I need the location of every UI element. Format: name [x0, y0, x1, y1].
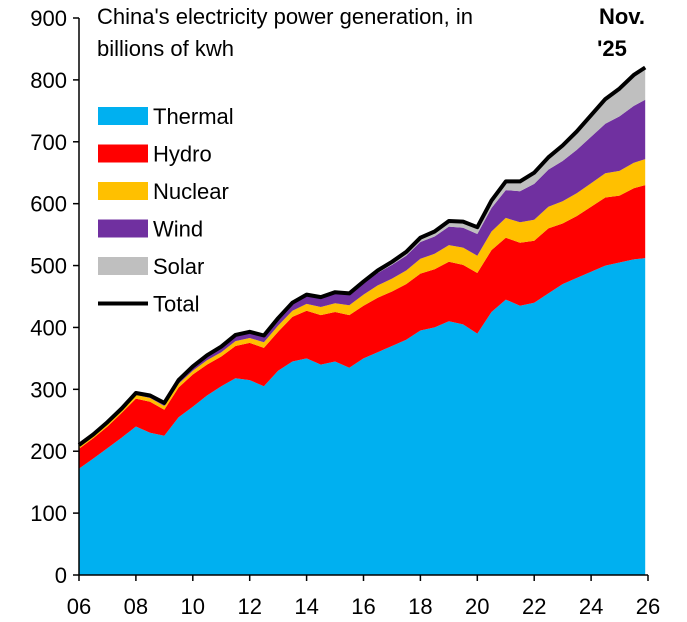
x-tick-label: 26 — [636, 594, 660, 619]
annotation-line-1: Nov. — [599, 4, 645, 29]
legend-label-total: Total — [153, 292, 199, 317]
legend: Thermal Hydro Nuclear Wind Solar Total — [98, 104, 234, 317]
chart-title-line-2: billions of kwh — [97, 36, 234, 61]
y-tick-label: 300 — [30, 377, 67, 402]
area-thermal — [79, 258, 646, 575]
y-tick-label: 200 — [30, 439, 67, 464]
y-tick-label: 400 — [30, 315, 67, 340]
legend-swatch-solar — [98, 257, 148, 275]
x-tick-label: 10 — [181, 594, 205, 619]
legend-label-thermal: Thermal — [153, 104, 234, 129]
legend-label-wind: Wind — [153, 217, 203, 242]
y-tick-label: 500 — [30, 254, 67, 279]
legend-label-solar: Solar — [153, 254, 204, 279]
legend-swatch-thermal — [98, 107, 148, 125]
y-tick-label: 800 — [30, 68, 67, 93]
x-tick-label: 06 — [67, 594, 91, 619]
legend-label-nuclear: Nuclear — [153, 179, 229, 204]
x-tick-label: 18 — [408, 594, 432, 619]
x-tick-label: 12 — [237, 594, 261, 619]
x-tick-label: 14 — [294, 594, 318, 619]
line-total — [77, 65, 647, 447]
y-tick-label: 100 — [30, 501, 67, 526]
y-tick-label: 700 — [30, 130, 67, 155]
annotation-line-2: '25 — [597, 36, 627, 61]
legend-swatch-hydro — [98, 144, 148, 163]
legend-label-hydro: Hydro — [153, 142, 212, 167]
x-tick-label: 20 — [465, 594, 489, 619]
y-ticks: 0 100 200 300 400 500 600 700 800 900 — [30, 6, 79, 588]
area-hydro — [79, 185, 646, 469]
area-nuclear — [79, 159, 646, 449]
x-tick-label: 24 — [579, 594, 603, 619]
stacked-areas — [79, 67, 646, 575]
legend-swatch-nuclear — [98, 182, 148, 200]
total-line-layer — [77, 65, 647, 447]
x-tick-label: 08 — [124, 594, 148, 619]
x-tick-label: 16 — [351, 594, 375, 619]
chart-title-line-1: China's electricity power generation, in — [97, 4, 473, 29]
x-tick-label: 22 — [522, 594, 546, 619]
legend-swatch-wind — [98, 219, 148, 238]
y-tick-label: 0 — [55, 563, 67, 588]
y-tick-label: 600 — [30, 192, 67, 217]
x-ticks: 06 08 10 12 14 16 18 20 22 24 26 — [67, 575, 660, 619]
y-tick-label: 900 — [30, 6, 67, 31]
